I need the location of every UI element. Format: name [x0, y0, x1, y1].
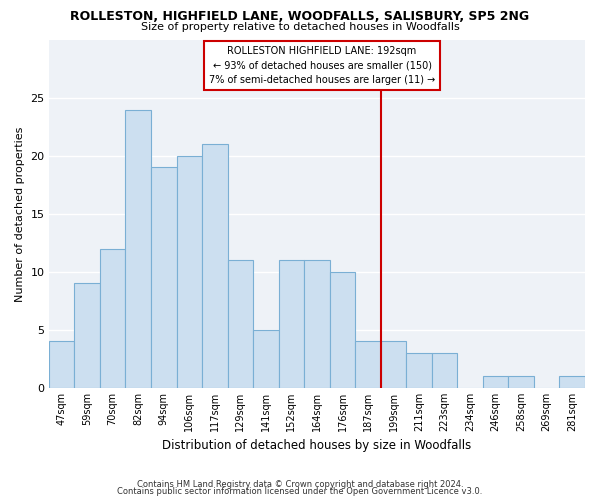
- Bar: [304, 260, 329, 388]
- Text: Size of property relative to detached houses in Woodfalls: Size of property relative to detached ho…: [140, 22, 460, 32]
- Text: Contains public sector information licensed under the Open Government Licence v3: Contains public sector information licen…: [118, 488, 482, 496]
- Bar: [329, 272, 355, 388]
- Bar: [202, 144, 227, 388]
- Bar: [176, 156, 202, 388]
- Bar: [483, 376, 508, 388]
- Bar: [508, 376, 534, 388]
- Bar: [227, 260, 253, 388]
- Bar: [151, 168, 176, 388]
- Bar: [100, 248, 125, 388]
- Bar: [406, 353, 432, 388]
- Text: Contains HM Land Registry data © Crown copyright and database right 2024.: Contains HM Land Registry data © Crown c…: [137, 480, 463, 489]
- Bar: [49, 342, 74, 388]
- Bar: [355, 342, 381, 388]
- Bar: [278, 260, 304, 388]
- Text: ROLLESTON HIGHFIELD LANE: 192sqm
← 93% of detached houses are smaller (150)
7% o: ROLLESTON HIGHFIELD LANE: 192sqm ← 93% o…: [209, 46, 435, 86]
- X-axis label: Distribution of detached houses by size in Woodfalls: Distribution of detached houses by size …: [162, 440, 472, 452]
- Bar: [253, 330, 278, 388]
- Bar: [381, 342, 406, 388]
- Bar: [559, 376, 585, 388]
- Bar: [125, 110, 151, 388]
- Bar: [74, 284, 100, 388]
- Bar: [432, 353, 457, 388]
- Text: ROLLESTON, HIGHFIELD LANE, WOODFALLS, SALISBURY, SP5 2NG: ROLLESTON, HIGHFIELD LANE, WOODFALLS, SA…: [70, 10, 530, 23]
- Y-axis label: Number of detached properties: Number of detached properties: [15, 126, 25, 302]
